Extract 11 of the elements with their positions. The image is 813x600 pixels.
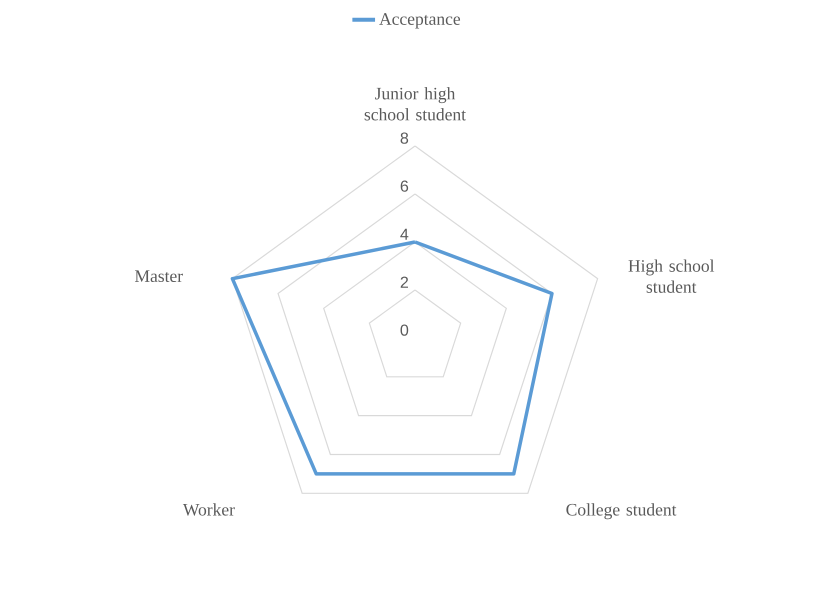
y-tick-label: 0 <box>400 324 408 336</box>
legend-label: Acceptance <box>379 13 460 28</box>
y-tick-label: 4 <box>400 228 408 240</box>
spoke-label: Worker <box>182 503 235 516</box>
y-tick-label: 8 <box>400 132 408 144</box>
spoke-label: High school student <box>628 260 714 293</box>
spoke-label: Junior high school student <box>364 87 466 120</box>
spoke-label: Master <box>134 270 183 282</box>
y-tick-label: 2 <box>400 276 408 288</box>
spoke-label: College student <box>566 503 676 520</box>
y-tick-label: 6 <box>400 180 408 192</box>
